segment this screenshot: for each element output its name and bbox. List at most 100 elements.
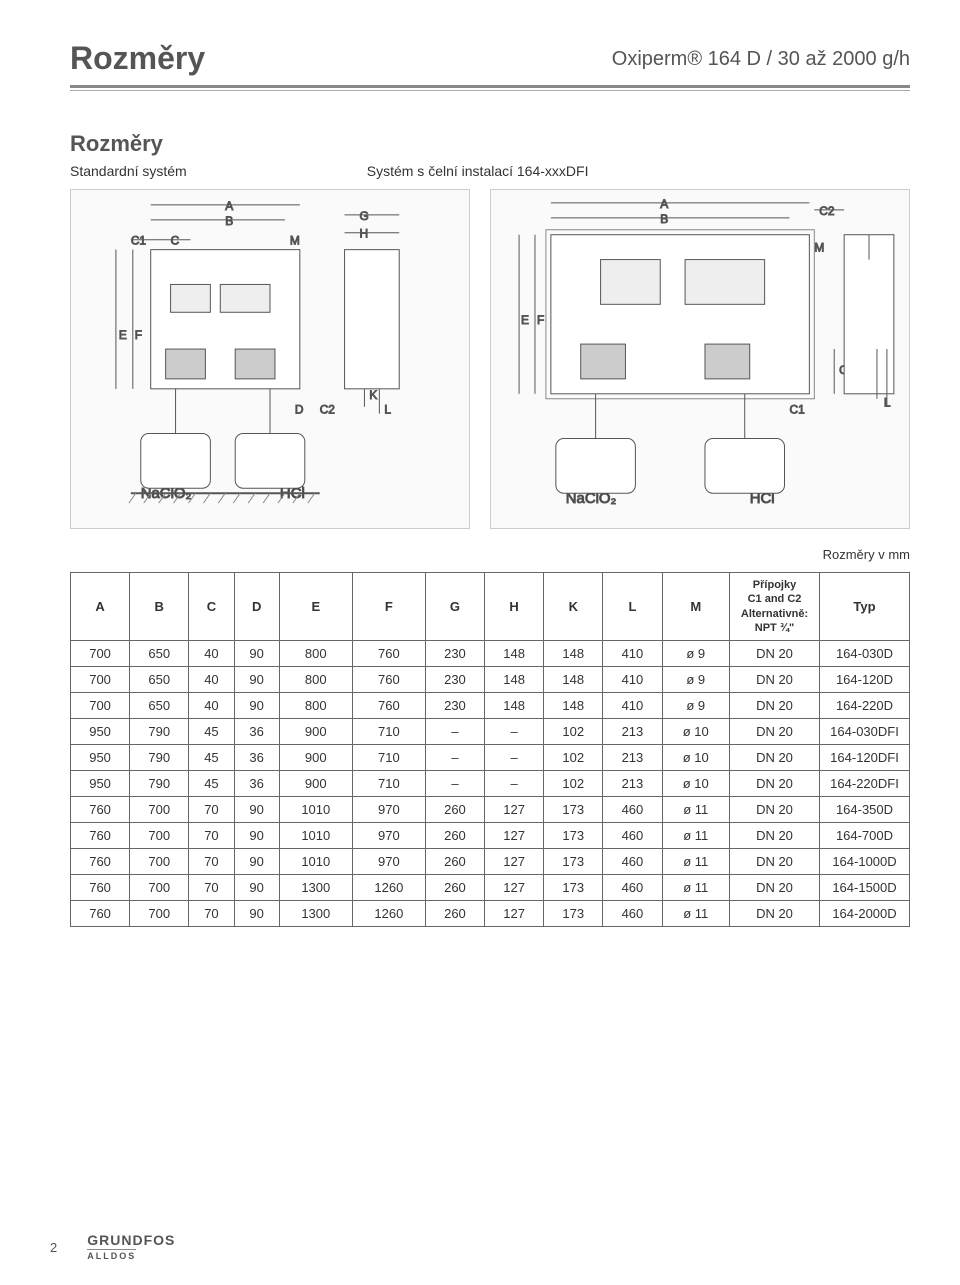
- col-typ: Typ: [820, 573, 910, 641]
- svg-text:C1: C1: [131, 234, 147, 248]
- col-B: B: [130, 573, 189, 641]
- table-cell: 760: [71, 875, 130, 901]
- table-cell: DN 20: [730, 693, 820, 719]
- table-cell: 650: [130, 641, 189, 667]
- table-cell: –: [485, 745, 544, 771]
- table-cell: DN 20: [730, 771, 820, 797]
- table-cell: 90: [234, 849, 279, 875]
- table-cell: 148: [485, 693, 544, 719]
- table-cell: 148: [544, 667, 603, 693]
- svg-text:H: H: [359, 227, 368, 241]
- conn-line4: NPT ¾": [755, 622, 794, 634]
- svg-text:C: C: [171, 234, 180, 248]
- table-cell: 970: [352, 797, 425, 823]
- table-cell: 1260: [352, 901, 425, 927]
- table-row: 9507904536900710––102213ø 10DN 20164-120…: [71, 745, 910, 771]
- table-cell: 90: [234, 797, 279, 823]
- table-cell: 70: [189, 823, 234, 849]
- table-cell: 800: [279, 667, 352, 693]
- table-cell: 230: [425, 641, 484, 667]
- table-row: 7006504090800760230148148410ø 9DN 20164-…: [71, 667, 910, 693]
- table-cell: 102: [544, 719, 603, 745]
- table-row: 9507904536900710––102213ø 10DN 20164-030…: [71, 719, 910, 745]
- diagram-label-right: Systém s čelní instalací 164-xxxDFI: [367, 163, 589, 179]
- table-cell: 1010: [279, 797, 352, 823]
- col-A: A: [71, 573, 130, 641]
- table-row: 76070070901010970260127173460ø 11DN 2016…: [71, 849, 910, 875]
- col-F: F: [352, 573, 425, 641]
- table-cell: 102: [544, 771, 603, 797]
- table-cell: 900: [279, 719, 352, 745]
- table-cell: 70: [189, 901, 234, 927]
- table-body: 7006504090800760230148148410ø 9DN 20164-…: [71, 641, 910, 927]
- col-K: K: [544, 573, 603, 641]
- table-cell: 760: [352, 641, 425, 667]
- table-cell: 260: [425, 823, 484, 849]
- table-cell: 90: [234, 901, 279, 927]
- svg-text:F: F: [537, 313, 544, 327]
- table-cell: 127: [485, 823, 544, 849]
- dimensions-caption: Rozměry v mm: [70, 547, 910, 562]
- table-cell: 760: [352, 667, 425, 693]
- table-cell: ø 11: [662, 797, 730, 823]
- diagram-dfi-svg: A B C2 D M E F C C1 K L NaClO₂ HCl: [491, 190, 909, 528]
- table-cell: 230: [425, 667, 484, 693]
- table-cell: ø 9: [662, 667, 730, 693]
- table-cell: 164-120DFI: [820, 745, 910, 771]
- col-G: G: [425, 573, 484, 641]
- svg-text:E: E: [119, 328, 127, 342]
- table-cell: ø 11: [662, 901, 730, 927]
- diagrams-row: A B C1 C M G H E F D C2 K L NaClO₂ HCl: [70, 189, 910, 529]
- table-cell: 36: [234, 719, 279, 745]
- svg-text:F: F: [135, 328, 142, 342]
- table-cell: 148: [544, 693, 603, 719]
- table-cell: 410: [603, 667, 662, 693]
- table-row: 7006504090800760230148148410ø 9DN 20164-…: [71, 693, 910, 719]
- table-cell: 700: [71, 693, 130, 719]
- table-cell: DN 20: [730, 719, 820, 745]
- table-cell: 173: [544, 875, 603, 901]
- table-cell: 127: [485, 901, 544, 927]
- dimensions-table: A B C D E F G H K L M Přípojky C1 and C2…: [70, 572, 910, 927]
- table-cell: DN 20: [730, 667, 820, 693]
- table-cell: 460: [603, 797, 662, 823]
- table-cell: 950: [71, 771, 130, 797]
- logo-sub: ALLDOS: [87, 1249, 136, 1261]
- table-cell: 460: [603, 901, 662, 927]
- table-row: 760700709013001260260127173460ø 11DN 201…: [71, 901, 910, 927]
- table-cell: 90: [234, 823, 279, 849]
- col-C: C: [189, 573, 234, 641]
- table-cell: ø 11: [662, 875, 730, 901]
- col-connections: Přípojky C1 and C2 Alternativně: NPT ¾": [730, 573, 820, 641]
- svg-text:B: B: [660, 212, 668, 226]
- table-cell: ø 11: [662, 823, 730, 849]
- table-cell: 800: [279, 641, 352, 667]
- table-cell: 410: [603, 693, 662, 719]
- table-cell: 148: [485, 641, 544, 667]
- table-cell: 90: [234, 875, 279, 901]
- table-cell: 148: [485, 667, 544, 693]
- table-cell: 760: [71, 823, 130, 849]
- diagram-standard-system: A B C1 C M G H E F D C2 K L NaClO₂ HCl: [70, 189, 470, 529]
- table-cell: 790: [130, 745, 189, 771]
- table-row: 760700709013001260260127173460ø 11DN 201…: [71, 875, 910, 901]
- diagram-label-left: Standardní systém: [70, 163, 187, 179]
- table-cell: 460: [603, 849, 662, 875]
- table-cell: 40: [189, 667, 234, 693]
- table-cell: 900: [279, 745, 352, 771]
- table-cell: 164-030D: [820, 641, 910, 667]
- table-row: 76070070901010970260127173460ø 11DN 2016…: [71, 823, 910, 849]
- table-cell: ø 10: [662, 745, 730, 771]
- table-cell: 90: [234, 641, 279, 667]
- table-cell: 460: [603, 823, 662, 849]
- svg-text:A: A: [225, 199, 233, 213]
- col-L: L: [603, 573, 662, 641]
- table-cell: DN 20: [730, 797, 820, 823]
- table-cell: 70: [189, 849, 234, 875]
- table-cell: 1300: [279, 875, 352, 901]
- table-cell: 760: [352, 693, 425, 719]
- table-cell: ø 9: [662, 693, 730, 719]
- table-cell: 148: [544, 641, 603, 667]
- table-cell: 45: [189, 719, 234, 745]
- table-cell: –: [485, 771, 544, 797]
